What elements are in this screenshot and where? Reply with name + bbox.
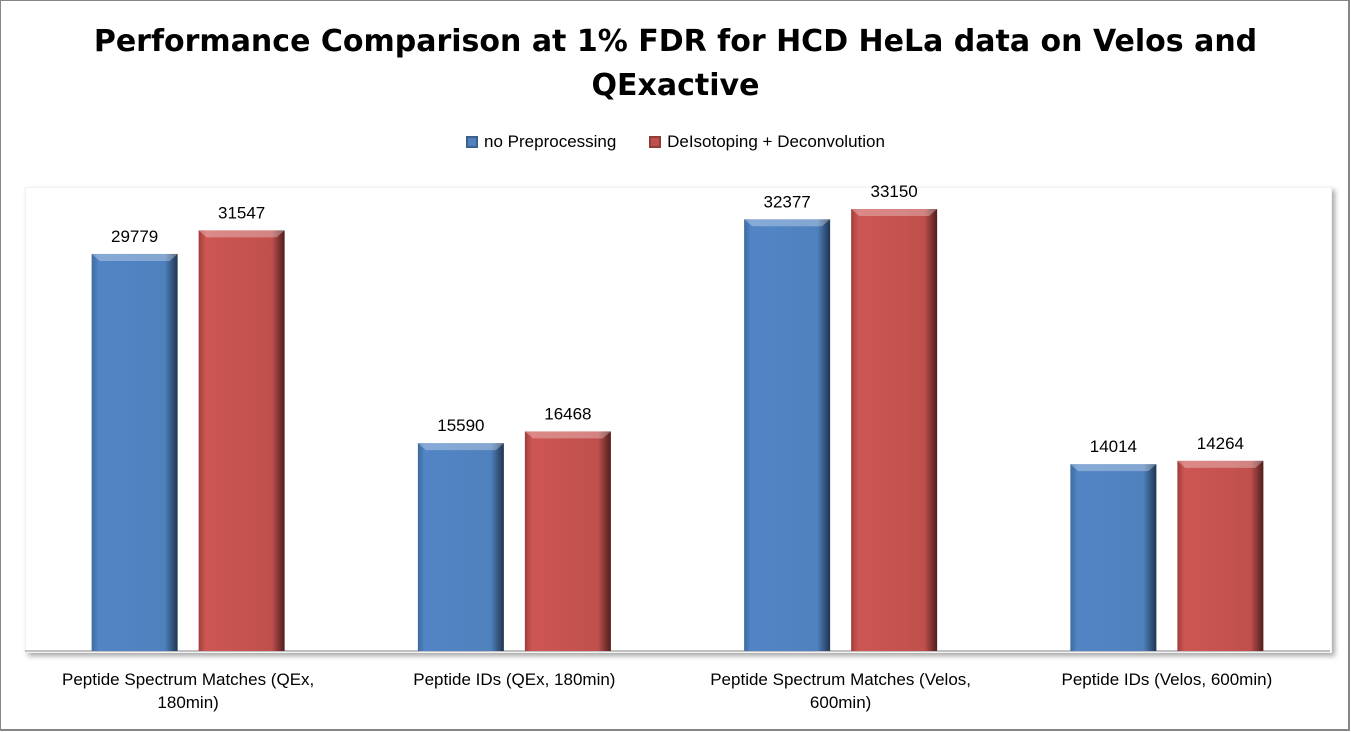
data-label: 16468 [544, 404, 591, 423]
bar-no-preprocessing-3 [1070, 464, 1157, 651]
legend-item-no-preprocessing: no Preprocessing [466, 132, 616, 152]
bar-bevel [198, 230, 285, 238]
bar-deisotoping-3 [1177, 460, 1264, 651]
data-label: 32377 [763, 192, 810, 211]
bar-no-preprocessing-1 [417, 443, 504, 651]
data-label: 14264 [1197, 434, 1244, 453]
bar-bevel [1070, 464, 1157, 472]
data-label: 33150 [870, 182, 917, 201]
bar-no-preprocessing-0 [91, 253, 178, 652]
data-label: 31547 [218, 203, 265, 222]
bar-deisotoping-1 [524, 431, 611, 651]
chart-title-line-1: Performance Comparison at 1% FDR for HCD… [93, 24, 1258, 59]
x-tick-label: 600min) [810, 693, 871, 712]
data-label: 29779 [111, 227, 158, 246]
chart-title: Performance Comparison at 1% FDR for HCD… [0, 20, 1351, 108]
legend-label: DeIsotoping + Deconvolution [667, 132, 885, 151]
bar-bevel [1177, 460, 1264, 468]
bar-deisotoping-2 [851, 209, 938, 651]
chart-title-line-2: QExactive [591, 68, 760, 103]
legend: no Preprocessing DeIsotoping + Deconvolu… [0, 132, 1351, 153]
legend-item-deisotoping: DeIsotoping + Deconvolution [649, 132, 885, 152]
bar-no-preprocessing-2 [744, 219, 831, 651]
legend-swatch-blue [466, 136, 479, 148]
bar-bevel [524, 431, 611, 439]
x-tick-label: Peptide IDs (QEx, 180min) [413, 670, 615, 689]
data-label: 14014 [1090, 437, 1137, 456]
x-tick-label: Peptide Spectrum Matches (QEx, [62, 670, 314, 689]
x-tick-label: Peptide IDs (Velos, 600min) [1062, 670, 1273, 689]
bar-bevel [91, 253, 178, 261]
bar-bevel [417, 443, 504, 451]
bar-bevel [744, 219, 831, 227]
bar-bevel [851, 209, 938, 216]
data-label: 15590 [437, 416, 484, 435]
legend-label: no Preprocessing [484, 132, 617, 151]
x-tick-label: Peptide Spectrum Matches (Velos, [710, 670, 971, 689]
legend-swatch-red [649, 136, 662, 148]
bar-deisotoping-0 [198, 230, 285, 651]
x-tick-label: 180min) [157, 693, 218, 712]
